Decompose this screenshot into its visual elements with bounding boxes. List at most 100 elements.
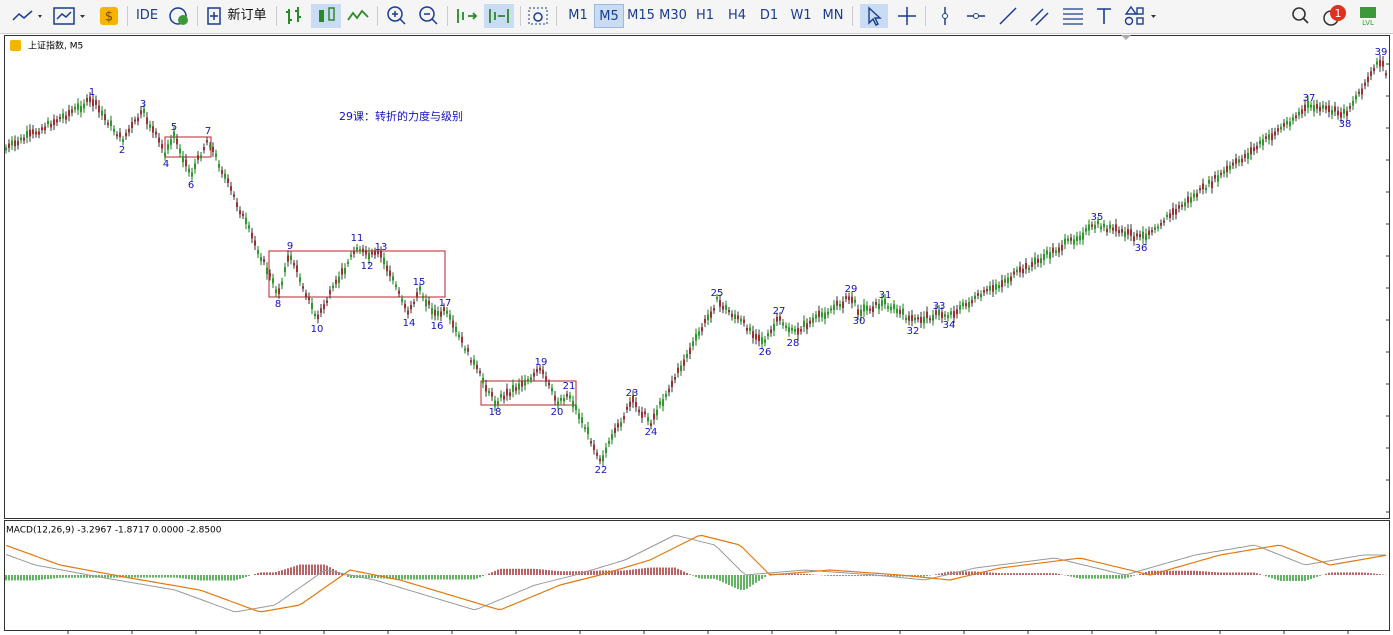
- candle-body: [521, 380, 523, 387]
- candle-body: [578, 413, 580, 419]
- candle-body: [344, 267, 346, 274]
- candle-body: [689, 347, 691, 354]
- search-button[interactable]: [1290, 4, 1312, 28]
- wave-label: 38: [1339, 119, 1352, 130]
- timeframe-button[interactable]: W1: [790, 8, 812, 23]
- candle-body: [977, 293, 979, 296]
- candle-body: [920, 316, 922, 323]
- channel-button[interactable]: [1028, 4, 1052, 28]
- candle-body: [1058, 247, 1060, 253]
- candle-body: [392, 276, 394, 281]
- candle-body: [182, 156, 184, 163]
- candle-body: [1217, 175, 1219, 182]
- bar-chart-button[interactable]: [283, 4, 305, 28]
- candle-body: [230, 186, 232, 191]
- wave-label: 27: [773, 306, 786, 317]
- candle-body: [260, 257, 262, 262]
- signals-button[interactable]: $: [98, 4, 120, 28]
- candle-body: [533, 372, 535, 377]
- shapes-button[interactable]: [1122, 4, 1162, 28]
- candle-body: [176, 138, 178, 145]
- candle-body: [938, 309, 940, 316]
- screenshot-button[interactable]: [527, 4, 549, 28]
- line-chart-button[interactable]: [346, 4, 370, 28]
- timeframe-button[interactable]: M30: [659, 8, 687, 23]
- candle-body: [566, 393, 568, 397]
- candle-body: [164, 152, 166, 157]
- text-button[interactable]: [1094, 4, 1114, 28]
- timeframe-button[interactable]: M15: [627, 8, 655, 23]
- candle-body: [1256, 145, 1258, 150]
- timeframe-button[interactable]: H4: [727, 8, 747, 23]
- cursor-button[interactable]: [860, 4, 888, 28]
- crosshair-button[interactable]: [896, 4, 918, 28]
- fibo-button[interactable]: [1061, 4, 1085, 28]
- timeframe-button[interactable]: M5: [594, 4, 624, 28]
- candle-body: [572, 400, 574, 408]
- candle-body: [1046, 250, 1048, 255]
- chart-type-button[interactable]: [10, 4, 46, 28]
- signal-line: [5, 534, 1387, 613]
- autoscroll-button[interactable]: [454, 4, 478, 28]
- chart-shift-button[interactable]: [484, 4, 514, 28]
- template-button[interactable]: [52, 4, 90, 28]
- candle-body: [485, 385, 487, 392]
- candle-body: [557, 401, 559, 406]
- candle-body: [1160, 222, 1162, 226]
- candle-body: [539, 367, 541, 371]
- candle-body: [110, 120, 112, 127]
- wave-label: 5: [171, 122, 177, 133]
- timeframe-button[interactable]: D1: [759, 8, 779, 23]
- candle-body: [1028, 267, 1030, 270]
- level-button[interactable]: LVL: [1356, 4, 1380, 28]
- candle-body: [791, 327, 793, 331]
- candle-body: [1379, 59, 1381, 67]
- candle-body: [761, 337, 763, 344]
- vline-button[interactable]: [934, 4, 956, 28]
- timeframe-button[interactable]: MN: [822, 8, 844, 23]
- candle-body: [269, 273, 271, 277]
- candle-body: [1181, 204, 1183, 207]
- market-button[interactable]: [168, 4, 190, 28]
- candle-chart-button[interactable]: [311, 4, 341, 28]
- candle-body: [476, 364, 478, 370]
- candle-body: [698, 331, 700, 336]
- candle-body: [1022, 268, 1024, 274]
- candle-body: [50, 124, 52, 128]
- candle-body: [437, 310, 439, 316]
- wave-label: 9: [287, 241, 293, 252]
- candle-body: [527, 379, 529, 382]
- candle-body: [8, 143, 10, 149]
- candle-body: [419, 286, 421, 291]
- candle-body: [1076, 236, 1078, 242]
- candle-body: [1157, 226, 1159, 229]
- separator: [520, 6, 521, 26]
- wave-label: 12: [361, 261, 374, 272]
- candle-body: [650, 423, 652, 426]
- wave-label: 3: [140, 99, 146, 110]
- candle-body: [623, 416, 625, 420]
- candle-body: [1007, 277, 1009, 284]
- timeframe-button[interactable]: M1: [568, 8, 588, 23]
- hline-button[interactable]: [965, 4, 987, 28]
- zoom-out-button[interactable]: [417, 4, 439, 28]
- candle-body: [326, 300, 328, 303]
- candle-body: [1208, 179, 1210, 184]
- timeframe-button[interactable]: H1: [695, 8, 715, 23]
- candle-body: [1271, 133, 1273, 141]
- ide-button[interactable]: IDE: [135, 8, 159, 23]
- new-order-icon[interactable]: [205, 4, 223, 28]
- candle-body: [905, 317, 907, 321]
- notifications-button[interactable]: 1: [1320, 4, 1350, 28]
- candle-body: [1352, 100, 1354, 106]
- new-order-button[interactable]: 新订单: [227, 8, 267, 23]
- candle-body: [191, 172, 193, 177]
- candle-body: [515, 387, 517, 391]
- candle-body: [794, 329, 796, 332]
- zoom-in-button[interactable]: [385, 4, 407, 28]
- trendline-button[interactable]: [997, 4, 1019, 28]
- candle-body: [1205, 187, 1207, 191]
- candle-body: [158, 137, 160, 143]
- candle-body: [1247, 152, 1249, 159]
- wave-label: 14: [403, 318, 416, 329]
